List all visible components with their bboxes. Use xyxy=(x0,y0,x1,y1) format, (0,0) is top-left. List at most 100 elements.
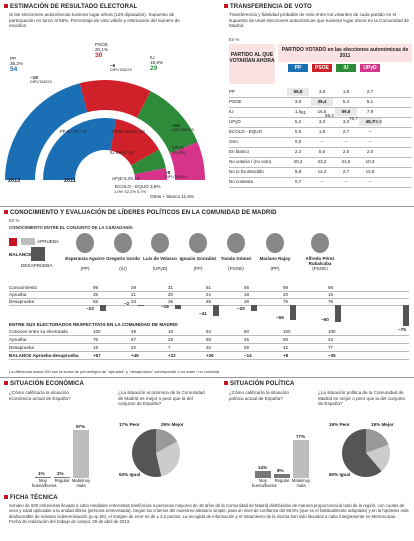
transfer-total: 78,7 xyxy=(349,116,358,121)
electorate-val-conocen: 84 xyxy=(206,329,212,334)
leader-photo xyxy=(266,233,284,253)
transfer-cell: 56,8 xyxy=(287,88,309,96)
balance-label: −20 xyxy=(237,305,245,311)
balance-75-bar xyxy=(403,305,409,326)
transfer-cell: 5,6 xyxy=(318,149,326,154)
econ-future-pie xyxy=(132,429,180,477)
balance-label: −41 xyxy=(199,311,207,317)
transfer-cell: 2,0 xyxy=(366,149,374,154)
electorate-val-r_desaprueba: 22 xyxy=(131,345,137,350)
transfer-cell: 2,7 xyxy=(342,169,350,174)
transfer-cell: 5,4 xyxy=(342,99,350,104)
transfer-cell: 1,8 xyxy=(342,89,350,94)
leaders-val-r_desaprueba: 58 xyxy=(93,299,99,304)
seat-arc-iu-2011 xyxy=(131,149,166,175)
leaders-subtitle2: ENTRE SUS ELECTORADOS RESPECTIVOS EN LA … xyxy=(9,322,178,327)
transfer-row-label: No lo ha decidido xyxy=(229,169,264,174)
econ-cat: Regular xyxy=(54,478,70,483)
transfer-row-label: ECOLO - EQUO xyxy=(229,129,263,134)
transfer-cell: 1,8 xyxy=(318,129,326,134)
electorate-val-conocen: 49 xyxy=(131,329,137,334)
change-upyd: +8 xyxy=(165,170,171,175)
transfer-cell: 2,3 xyxy=(294,149,302,154)
leader-party: (PP) xyxy=(270,266,280,271)
leaders-val-r_aprueba: 35 xyxy=(93,292,99,297)
seat-arc-upyd-2011 xyxy=(134,167,167,180)
transfer-cell: 0,5 xyxy=(294,139,302,144)
econ-val: 97% xyxy=(76,423,86,429)
change-label-psoe: DIPUTADOS xyxy=(110,68,132,72)
transfer-col-pp: PP xyxy=(288,64,308,72)
electorate-val-r_aprueba: 42 xyxy=(328,337,334,342)
leader-name: Alfredo Pérez Rubalcaba xyxy=(305,256,335,266)
transfer-cell: 12,8 xyxy=(365,169,375,174)
transfer-pct: En % xyxy=(229,37,240,42)
p2011-psoe: PSOE 26,2% / 36 xyxy=(112,129,145,134)
leader-photo xyxy=(76,233,94,253)
econ-future-mejor: 29% Mejor xyxy=(161,422,184,427)
balance-label: −2 xyxy=(124,300,130,306)
change-label-pp: DIPUTADOS xyxy=(30,80,52,84)
transfer-row-label: IU xyxy=(229,109,234,114)
balance-label: −55 xyxy=(276,315,284,321)
electorate-val-conocen: 100 xyxy=(93,329,101,334)
econ-future-slice-mejor xyxy=(156,441,180,477)
party-seats-upyd: 16 xyxy=(172,155,180,162)
leaders-val-r_aprueba: 20 xyxy=(168,292,174,297)
transfer-cell: 5,1 xyxy=(366,99,374,104)
seat-arc-psoe-2011 xyxy=(110,119,160,166)
leaders-val-conocimiento: 99 xyxy=(283,285,289,290)
transfer-row-label: UPyD xyxy=(229,119,241,124)
pol-future-mejor: 19% Mejor xyxy=(371,422,394,427)
leaders-pct: En % xyxy=(9,218,20,223)
transfer-cell: 2,7 xyxy=(366,89,374,94)
econ-future-slice-igual xyxy=(132,429,162,477)
party-seats-pp: 54 xyxy=(10,66,18,73)
balance-bar-down xyxy=(251,305,257,311)
leader-name: Esperanza Aguirre xyxy=(65,256,105,261)
transfer-col-psoe: PSOE xyxy=(312,64,332,72)
transfer-total: 69,3 xyxy=(325,113,334,118)
transfer-subtitle: Transferencia y fidelidad probable de vo… xyxy=(229,12,410,29)
transfer-row-label: Otro xyxy=(229,139,238,144)
section-title-text: Estimación de resultado electoral xyxy=(10,4,138,10)
transfer-cell: – xyxy=(368,129,372,134)
transfer-cell: 16,5 xyxy=(317,109,327,114)
electorate-val-r_desaprueba: 19 xyxy=(93,345,99,350)
section-ficha-title: Ficha técnica xyxy=(4,495,58,501)
leader-photo xyxy=(189,233,207,253)
seat-arc-upyd-2013 xyxy=(169,142,205,180)
ficha-body: Sondeo de 600 entrevistas llevado a cabo… xyxy=(9,503,409,524)
electorate-row-balance_row: BALANCE Aprueba-desaprueba xyxy=(9,353,79,358)
pol-future-slice-mejor xyxy=(366,444,390,472)
section-electoral-title: Estimación de resultado electoral xyxy=(4,4,137,10)
change-psoe: −6 xyxy=(110,63,116,68)
seat-arc-iu-2013 xyxy=(137,91,198,154)
electorate-val-balance_row: +45 xyxy=(131,353,139,358)
transfer-total: 76,9 xyxy=(373,119,382,124)
econ-val: 1% xyxy=(38,471,45,476)
leader-name: Mariano Rajoy xyxy=(259,256,291,261)
econ-future-igual: 53% Igual xyxy=(119,472,141,477)
change-iu: +16 xyxy=(172,123,180,128)
leaders-row-r_desaprueba: Desaprueba xyxy=(9,299,35,304)
electorate-val-balance_row: +26 xyxy=(206,353,214,358)
transfer-col-header-right: PARTIDO VOTADO en las elecciones autonóm… xyxy=(278,44,412,62)
pol-bar xyxy=(274,474,290,478)
party-seats-iu: 29 xyxy=(150,65,158,72)
leaders-val-r_desaprueba: 36 xyxy=(168,299,174,304)
transfer-col-header-left: PARTIDO AL QUE VOTARÍAN AHORA xyxy=(229,44,275,84)
madrid-flag-icon xyxy=(9,238,17,246)
transfer-row-label: PP xyxy=(229,89,236,94)
year-2013-label: 2013 xyxy=(8,178,21,184)
transfer-col-upyd: UPyD xyxy=(360,64,380,72)
p2011-pp: PP 51,7% / 72 xyxy=(60,129,87,134)
balance-bar-down xyxy=(175,305,181,310)
electoral-hemicycle xyxy=(5,80,205,180)
leader-photo xyxy=(151,233,169,253)
leader-party: (IU) xyxy=(119,266,127,271)
leader-name: Luis de Velasco xyxy=(143,256,177,261)
transfer-row-label: En blanco xyxy=(229,149,250,154)
balance-75: −75 xyxy=(398,327,406,332)
balance-label: −16 xyxy=(161,304,169,310)
